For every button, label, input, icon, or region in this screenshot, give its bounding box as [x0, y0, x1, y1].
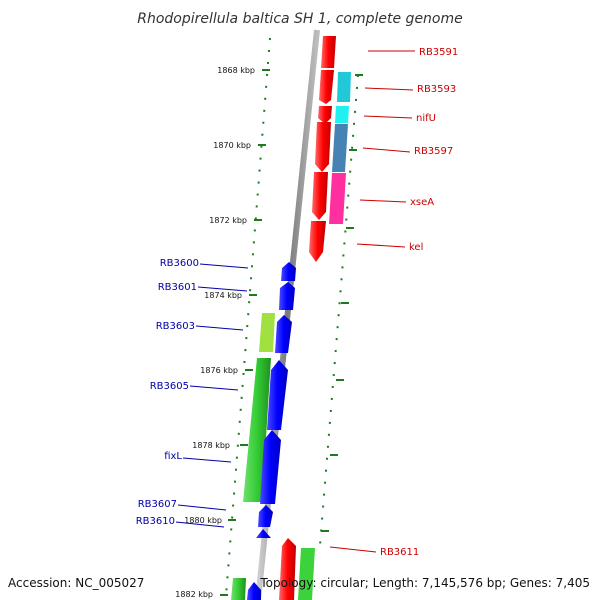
genome-backbone: [255, 29, 320, 600]
feature-block: [335, 106, 349, 123]
feature-block: [329, 173, 346, 224]
gene-arrow-rb3600[interactable]: [281, 262, 296, 281]
gene-arrow-rb3610[interactable]: [256, 529, 271, 538]
gene-arrow-rb3607[interactable]: [258, 505, 273, 527]
gene-arrow-rb3591[interactable]: [321, 36, 336, 68]
gene-arrow-rb3611[interactable]: [279, 538, 296, 600]
gene-arrow-rb3601[interactable]: [279, 282, 295, 310]
gene-arrow-rb3593[interactable]: [319, 70, 334, 104]
gene-label-rb3591[interactable]: RB3591: [419, 47, 458, 58]
forward-leaders: [329, 50, 415, 553]
feature-block: [332, 124, 348, 172]
gene-arrow-nifu[interactable]: [318, 106, 332, 124]
accession-text: Accession: NC_005027: [8, 576, 144, 590]
kbp-label: 1870 kbp: [213, 141, 251, 150]
gene-label-kel[interactable]: kel: [409, 242, 423, 253]
gene-arrow-rb3603[interactable]: [275, 315, 292, 353]
gene-label-rb3610[interactable]: RB3610: [136, 516, 175, 527]
gene-arrow-fixl[interactable]: [260, 430, 281, 504]
reverse-genes: [247, 262, 296, 600]
gene-label-rb3611[interactable]: RB3611: [380, 547, 419, 558]
kbp-ticks: [220, 69, 363, 596]
kbp-label: 1878 kbp: [192, 441, 230, 450]
feature-block: [337, 72, 351, 102]
gene-label-xsea[interactable]: xseA: [410, 197, 434, 208]
kbp-label: 1874 kbp: [204, 291, 242, 300]
kbp-label: 1872 kbp: [209, 216, 247, 225]
gene-label-rb3597[interactable]: RB3597: [414, 146, 453, 157]
gene-label-fixl[interactable]: fixL: [164, 451, 182, 462]
kbp-label: 1868 kbp: [217, 66, 255, 75]
kbp-label: 1882 kbp: [175, 590, 213, 599]
gene-arrow-xsea[interactable]: [312, 172, 328, 220]
feature-block: [259, 313, 275, 352]
gene-label-rb3593[interactable]: RB3593: [417, 84, 456, 95]
feature-block: [298, 548, 315, 600]
gene-arrow-rb3605[interactable]: [267, 360, 288, 430]
gene-label-nifu[interactable]: nifU: [416, 113, 436, 124]
gene-arrow-kel[interactable]: [309, 221, 326, 262]
gene-label-rb3600[interactable]: RB3600: [160, 258, 199, 269]
gene-label-rb3603[interactable]: RB3603: [156, 321, 195, 332]
map-title: Rhodopirellula baltica SH 1, complete ge…: [137, 11, 463, 27]
kbp-label: 1876 kbp: [200, 366, 238, 375]
gene-arrow-blue-bottom[interactable]: [247, 582, 261, 600]
outer-feature-blocks: [298, 72, 351, 600]
kbp-label: 1880 kbp: [184, 516, 222, 525]
gene-arrow-rb3597[interactable]: [315, 122, 331, 172]
gene-label-rb3601[interactable]: RB3601: [158, 282, 197, 293]
forward-genes: [279, 36, 336, 600]
genome-summary-text: Topology: circular; Length: 7,145,576 bp…: [259, 576, 590, 590]
feature-block: [231, 578, 246, 600]
reverse-leaders: [175, 263, 249, 528]
gene-label-rb3605[interactable]: RB3605: [150, 381, 189, 392]
gene-label-rb3607[interactable]: RB3607: [138, 499, 177, 510]
